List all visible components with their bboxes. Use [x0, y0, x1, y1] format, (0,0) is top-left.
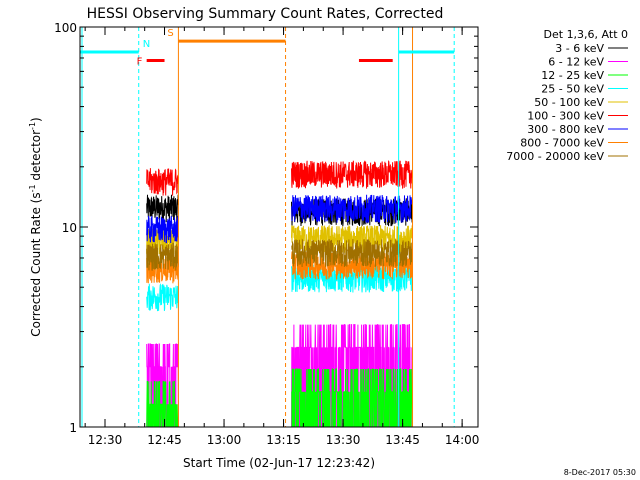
series-6	[146, 194, 413, 244]
legend-item-label: 800 - 7000 keV	[520, 137, 604, 150]
legend-item-label: 300 - 800 keV	[527, 123, 604, 136]
series-trace	[291, 368, 413, 428]
x-tick-label: 13:30	[326, 433, 361, 447]
legend-item-label: 6 - 12 keV	[548, 56, 604, 69]
legend-item-label: 7000 - 20000 keV	[506, 150, 604, 163]
y-axis-label: Corrected Count Rate (s-1 detector-1)	[28, 117, 43, 336]
series-trace	[146, 215, 179, 244]
x-axis: 12:30 12:45 13:00 13:15 13:30 13:45 14:00	[84, 27, 480, 447]
legend-item-label: 50 - 100 keV	[534, 96, 604, 109]
y-axis: 1 10 100	[54, 21, 478, 435]
y-axis-label-sup2: -1	[28, 122, 37, 130]
x-tick-label: 13:45	[385, 433, 420, 447]
series-trace	[146, 242, 179, 271]
legend-item-label: 25 - 50 keV	[541, 83, 604, 96]
y-axis-label-sup1: -1	[28, 184, 37, 192]
series-trace	[291, 194, 413, 224]
plot-frame	[79, 26, 479, 428]
y-axis-label-mid: detector	[29, 130, 43, 185]
series-2	[146, 368, 413, 428]
y-tick-label: 1	[69, 421, 77, 435]
legend-item-label: 12 - 25 keV	[541, 69, 604, 82]
y-tick-label: 100	[54, 21, 77, 35]
y-tick-label: 10	[62, 221, 77, 235]
series-7	[146, 251, 413, 284]
series-trace	[291, 238, 413, 268]
annotation-label: S	[167, 28, 173, 39]
x-axis-label: Start Time (02-Jun-17 12:23:42)	[183, 456, 375, 470]
chart-title: HESSI Observing Summary Count Rates, Cor…	[87, 6, 444, 22]
x-tick-label: 13:15	[266, 433, 301, 447]
y-axis-label-main: Corrected Count Rate (s	[29, 192, 43, 336]
annotation-label: N	[143, 39, 150, 50]
series-5	[146, 159, 413, 196]
legend-item-label: 3 - 6 keV	[555, 42, 604, 55]
y-axis-label-end: )	[29, 117, 43, 122]
x-tick-label: 14:00	[445, 433, 480, 447]
x-tick-label: 13:00	[207, 433, 242, 447]
series-trace	[146, 255, 179, 284]
series-trace	[291, 251, 413, 280]
series-8	[146, 238, 413, 271]
footer-timestamp: 8-Dec-2017 05:30	[564, 468, 636, 477]
plot-area: NF S	[80, 27, 455, 428]
series-trace	[146, 168, 179, 196]
legend-item-label: 100 - 300 keV	[527, 110, 604, 123]
series-trace	[291, 159, 413, 189]
series-trace	[146, 283, 179, 312]
x-tick-label: 12:30	[88, 433, 123, 447]
annotation-label: F	[137, 56, 143, 67]
legend-header: Det 1,3,6, Att 0	[544, 28, 628, 41]
x-tick-label: 12:45	[147, 433, 182, 447]
